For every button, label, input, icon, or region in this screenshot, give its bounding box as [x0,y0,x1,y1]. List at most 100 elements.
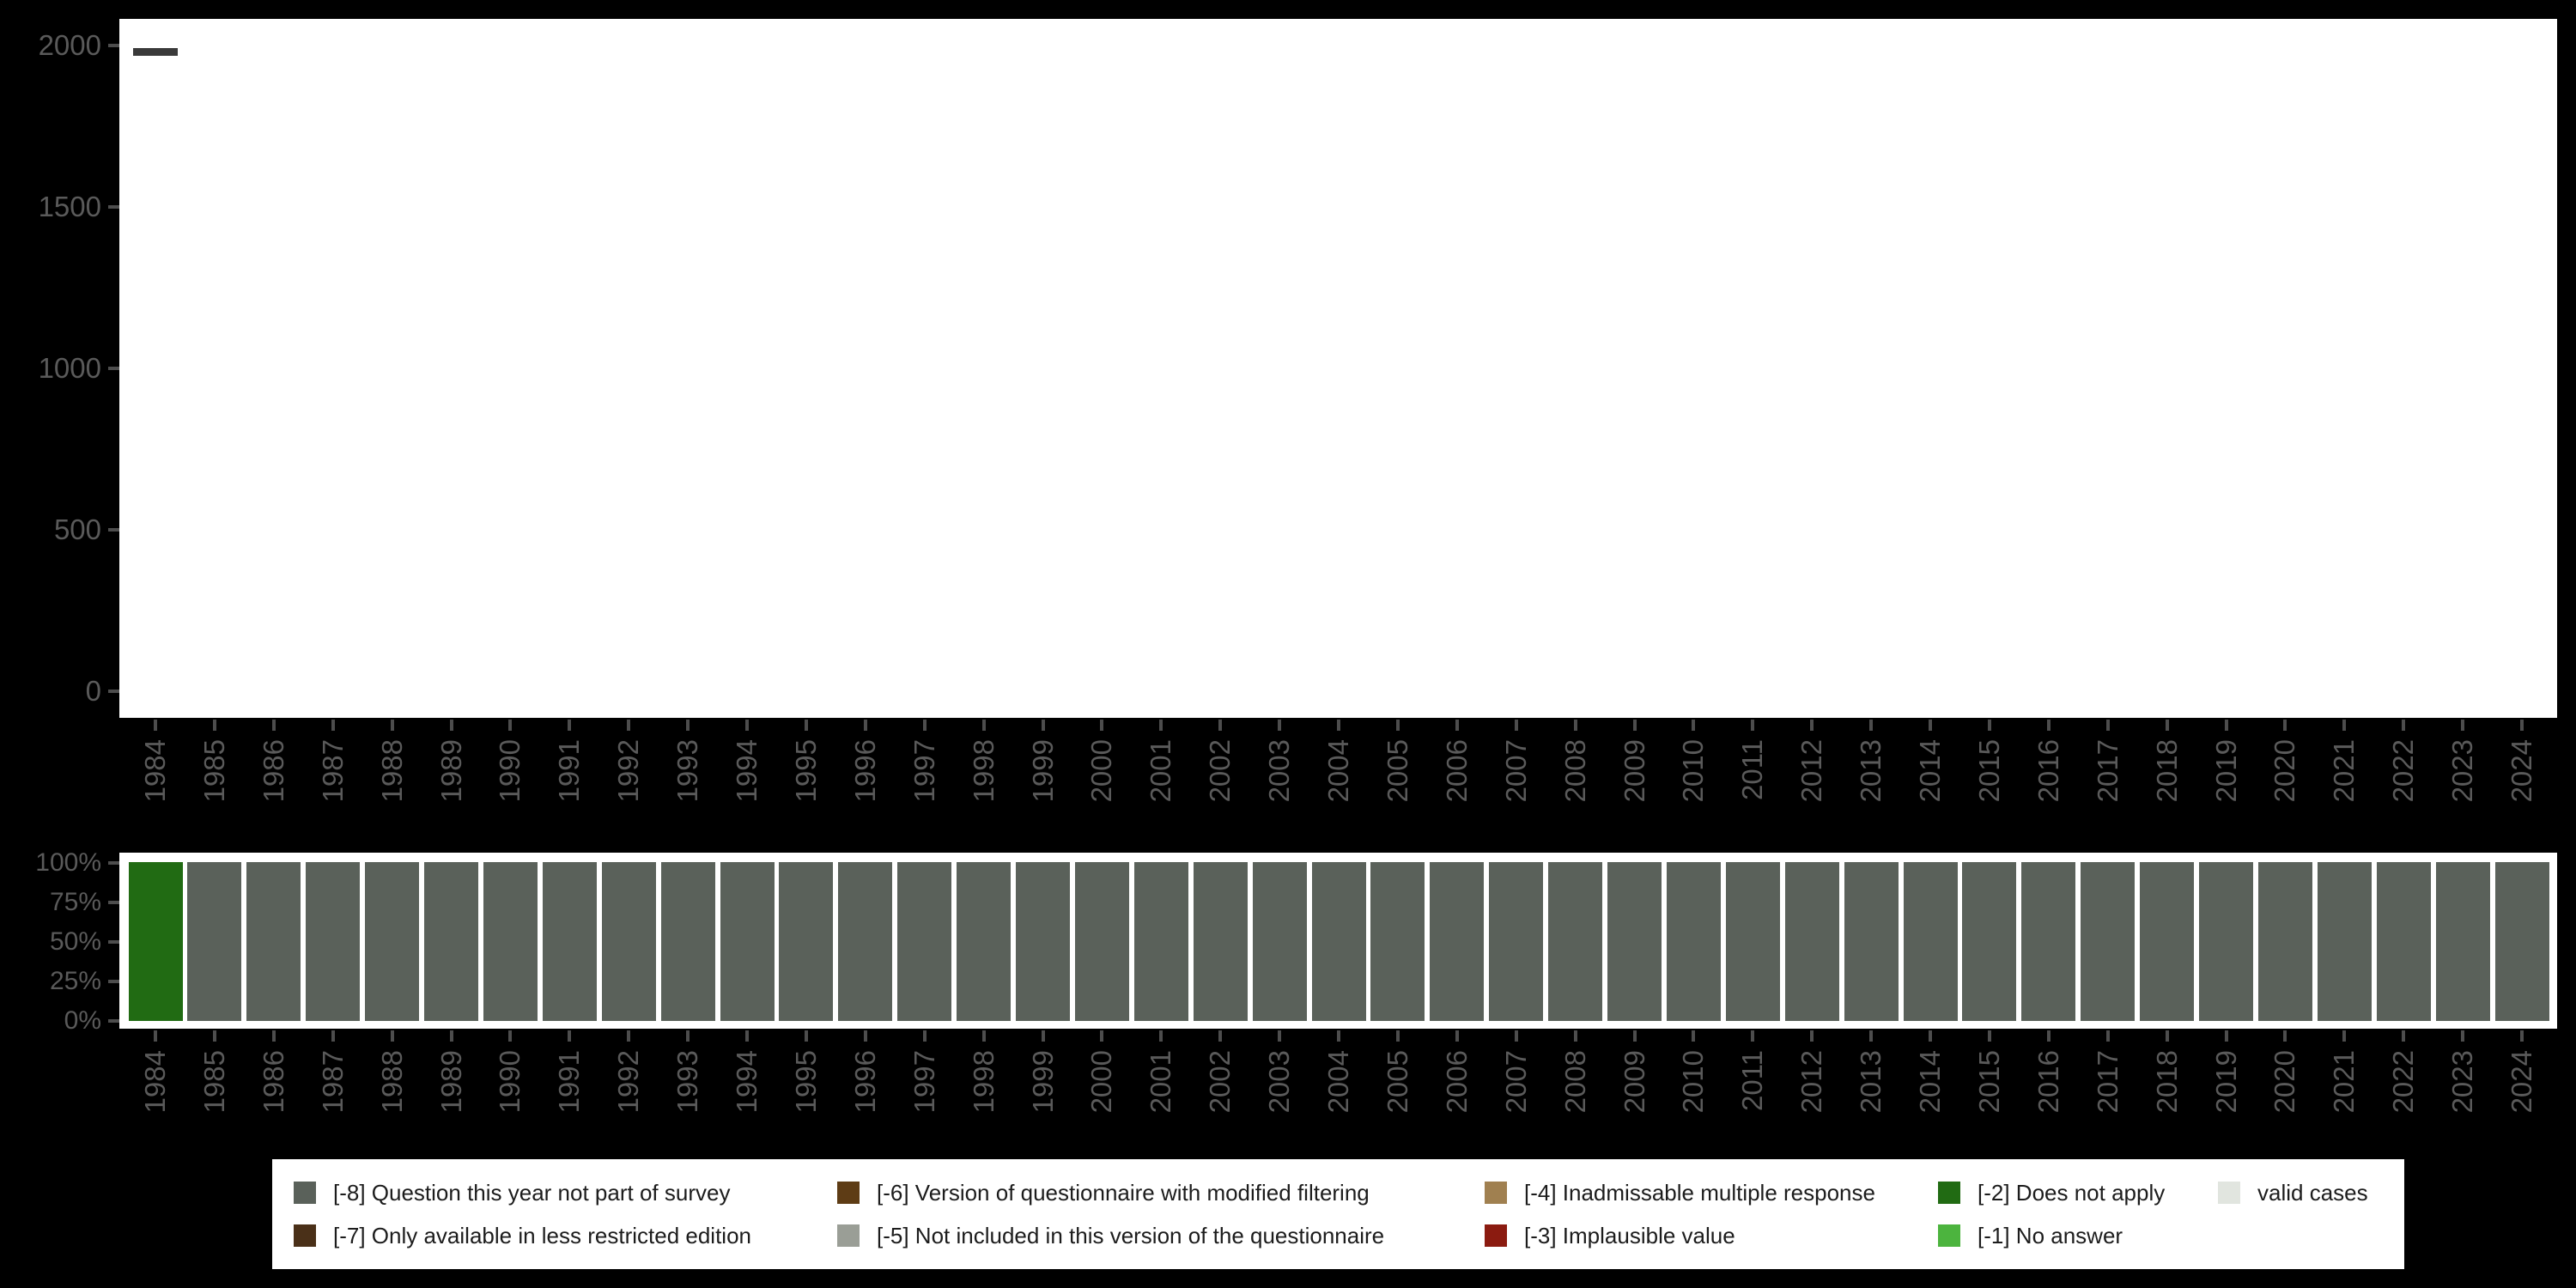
x-tick-label-2022: 2022 [2387,739,2419,803]
stack-bar-2017 [2081,862,2135,1021]
x-tick [1396,720,1400,731]
x-tick-label-1998: 1998 [968,739,999,803]
pct-x-tick [1988,1030,1991,1042]
pct-x-tick-label-2000: 2000 [1085,1050,1117,1114]
x-tick-label-2004: 2004 [1322,739,1354,803]
pct-x-tick-label-2020: 2020 [2269,1050,2300,1114]
legend-label--3: [-3] Implausible value [1524,1222,1735,1249]
legend-item--4: [-4] Inadmissable multiple response [1485,1173,1875,1212]
x-tick-label-2002: 2002 [1204,739,1236,803]
x-tick [1869,720,1873,731]
x-tick [508,720,512,731]
x-tick-label-1985: 1985 [198,739,230,803]
pct-x-tick-label-1993: 1993 [671,1050,703,1114]
legend-label--6: [-6] Version of questionnaire with modif… [877,1179,1370,1206]
x-tick-label-1987: 1987 [317,739,349,803]
pct-x-tick [1810,1030,1814,1042]
x-tick [1337,720,1340,731]
x-tick-label-2018: 2018 [2151,739,2183,803]
x-tick-label-2000: 2000 [1085,739,1117,803]
pct-x-tick-label-1991: 1991 [553,1050,585,1114]
pct-x-tick [2520,1030,2524,1042]
pct-x-tick-label-1997: 1997 [908,1050,940,1114]
x-tick-label-2017: 2017 [2092,739,2123,803]
stack-bar-1999 [1016,862,1070,1021]
stack-bar-2022 [2377,862,2431,1021]
pct-x-tick-label-2014: 2014 [1914,1050,1946,1114]
pct-x-tick-label-2008: 2008 [1559,1050,1591,1114]
x-tick-label-1984: 1984 [139,739,171,803]
pct-y-tick-label: 100% [35,848,101,877]
stack-bar-2004 [1312,862,1366,1021]
pct-x-tick [1278,1030,1281,1042]
stack-bar-1995 [779,862,833,1021]
y-tick-label: 1000 [38,352,101,384]
x-tick-label-1989: 1989 [435,739,467,803]
stack-bar-2021 [2318,862,2372,1021]
legend-label--5: [-5] Not included in this version of the… [877,1222,1385,1249]
pct-x-tick [1159,1030,1163,1042]
legend-swatch--5 [837,1224,860,1247]
cases-chart-plot-area [119,19,2557,718]
x-tick [154,720,157,731]
stack-bar-2023 [2436,862,2490,1021]
x-tick-label-2024: 2024 [2506,739,2537,803]
pct-x-tick-label-2017: 2017 [2092,1050,2123,1114]
stack-bar-1988 [365,862,419,1021]
stack-bar-2018 [2140,862,2194,1021]
pct-y-tick-label: 0% [64,1006,101,1035]
pct-x-tick [2461,1030,2464,1042]
pct-x-tick [2225,1030,2228,1042]
x-tick [864,720,867,731]
pct-x-tick [272,1030,276,1042]
pct-x-tick [1455,1030,1459,1042]
stack-bar-2016 [2021,862,2075,1021]
x-tick-label-1999: 1999 [1027,739,1059,803]
pct-x-tick-label-2010: 2010 [1677,1050,1709,1114]
x-tick [627,720,630,731]
pct-x-tick-label-1995: 1995 [790,1050,822,1114]
pct-x-tick-label-2002: 2002 [1204,1050,1236,1114]
legend-item--5: [-5] Not included in this version of the… [837,1216,1384,1255]
pct-x-tick-label-2016: 2016 [2032,1050,2064,1114]
x-tick-label-1988: 1988 [376,739,408,803]
pct-x-tick-label-2001: 2001 [1145,1050,1176,1114]
x-tick-label-2013: 2013 [1855,739,1886,803]
pct-x-tick [1515,1030,1518,1042]
pct-x-tick-label-2012: 2012 [1795,1050,1827,1114]
x-tick-label-1997: 1997 [908,739,940,803]
y-tick [108,528,119,532]
legend-swatch--4 [1485,1182,1507,1204]
pct-x-tick [2402,1030,2405,1042]
pct-x-tick-label-1988: 1988 [376,1050,408,1114]
legend-item--8: [-8] Question this year not part of surv… [294,1173,730,1212]
stack-bar-2014 [1904,862,1958,1021]
pct-y-tick-label: 25% [49,967,101,995]
legend-item--6: [-6] Version of questionnaire with modif… [837,1173,1370,1212]
legend: [-8] Question this year not part of surv… [272,1159,2404,1269]
x-tick-label-2003: 2003 [1263,739,1295,803]
pct-x-tick-label-2022: 2022 [2387,1050,2419,1114]
x-tick [1100,720,1103,731]
pct-x-tick [2342,1030,2346,1042]
stack-bar-2008 [1548,862,1602,1021]
x-tick [2342,720,2346,731]
pct-x-tick [331,1030,335,1042]
pct-x-tick [568,1030,571,1042]
x-tick [1278,720,1281,731]
x-tick [2047,720,2050,731]
x-tick [450,720,453,731]
x-tick [1515,720,1518,731]
y-tick-label: 500 [53,513,101,545]
x-tick [272,720,276,731]
legend-swatch--2 [1938,1182,1960,1204]
legend-item-valid: valid cases [2218,1173,2368,1212]
x-tick [2225,720,2228,731]
pct-x-tick [1042,1030,1045,1042]
x-tick [1929,720,1932,731]
x-tick-label-2001: 2001 [1145,739,1176,803]
pct-x-tick-label-1990: 1990 [494,1050,526,1114]
pct-y-tick-label: 50% [49,927,101,956]
x-tick [1455,720,1459,731]
legend-item--1: [-1] No answer [1938,1216,2123,1255]
